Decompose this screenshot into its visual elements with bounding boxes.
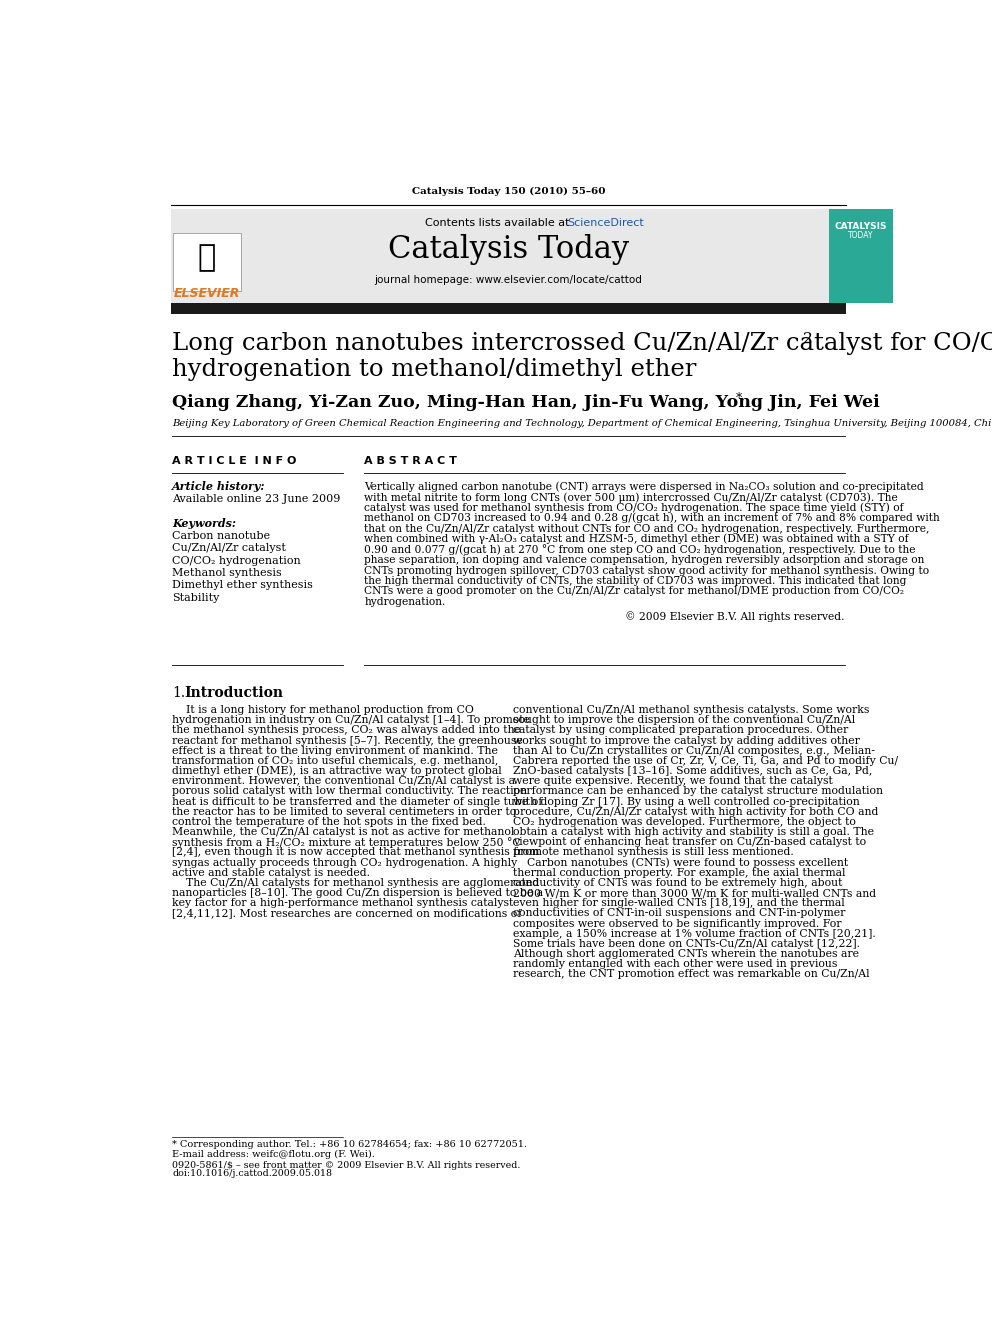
Text: 2: 2	[803, 332, 812, 345]
Text: when combined with γ-Al₂O₃ catalyst and HZSM-5, dimethyl ether (DME) was obtaine: when combined with γ-Al₂O₃ catalyst and …	[364, 534, 909, 545]
Text: thermal conduction property. For example, the axial thermal: thermal conduction property. For example…	[513, 868, 845, 877]
Text: even higher for single-walled CNTs [18,19], and the thermal: even higher for single-walled CNTs [18,1…	[513, 898, 845, 908]
Text: viewpoint of enhancing heat transfer on Cu/Zn-based catalyst to: viewpoint of enhancing heat transfer on …	[513, 837, 866, 847]
Text: procedure, Cu/Zn/Al/Zr catalyst with high activity for both CO and: procedure, Cu/Zn/Al/Zr catalyst with hig…	[513, 807, 879, 816]
FancyBboxPatch shape	[171, 303, 846, 315]
Text: Catalysis Today 150 (2010) 55–60: Catalysis Today 150 (2010) 55–60	[412, 187, 605, 196]
Text: A B S T R A C T: A B S T R A C T	[364, 456, 457, 467]
Text: Beijing Key Laboratory of Green Chemical Reaction Engineering and Technology, De: Beijing Key Laboratory of Green Chemical…	[172, 419, 992, 429]
Text: 2000 W/m K or more than 3000 W/m K for multi-walled CNTs and: 2000 W/m K or more than 3000 W/m K for m…	[513, 888, 876, 898]
Text: reactant for methanol synthesis [5–7]. Recently, the greenhouse: reactant for methanol synthesis [5–7]. R…	[172, 736, 523, 746]
Text: synthesis from a H₂/CO₂ mixture at temperatures below 250 °C: synthesis from a H₂/CO₂ mixture at tempe…	[172, 836, 521, 848]
Text: It is a long history for methanol production from CO: It is a long history for methanol produc…	[172, 705, 474, 714]
Text: Introduction: Introduction	[185, 687, 284, 700]
Text: Vertically aligned carbon nanotube (CNT) arrays were dispersed in Na₂CO₃ solutio: Vertically aligned carbon nanotube (CNT)…	[364, 482, 924, 492]
Text: dimethyl ether (DME), is an attractive way to protect global: dimethyl ether (DME), is an attractive w…	[172, 766, 502, 777]
Text: CNTs promoting hydrogen spillover, CD703 catalyst show good activity for methano: CNTs promoting hydrogen spillover, CD703…	[364, 565, 930, 576]
Text: 🌳: 🌳	[197, 243, 216, 271]
Text: Carbon nanotubes (CNTs) were found to possess excellent: Carbon nanotubes (CNTs) were found to po…	[513, 857, 848, 868]
Text: Some trials have been done on CNTs-Cu/Zn/Al catalyst [12,22].: Some trials have been done on CNTs-Cu/Zn…	[513, 939, 860, 949]
Text: * Corresponding author. Tel.: +86 10 62784654; fax: +86 10 62772051.: * Corresponding author. Tel.: +86 10 627…	[172, 1140, 527, 1148]
Text: Qiang Zhang, Yi-Zan Zuo, Ming-Han Han, Jin-Fu Wang, Yong Jin, Fei Wei: Qiang Zhang, Yi-Zan Zuo, Ming-Han Han, J…	[172, 393, 880, 410]
Text: Dimethyl ether synthesis: Dimethyl ether synthesis	[172, 581, 312, 590]
Text: CO/CO₂ hydrogenation: CO/CO₂ hydrogenation	[172, 556, 301, 566]
Text: Cabrera reported the use of Cr, Zr, V, Ce, Ti, Ga, and Pd to modify Cu/: Cabrera reported the use of Cr, Zr, V, C…	[513, 755, 898, 766]
Text: the methanol synthesis process, CO₂ was always added into the: the methanol synthesis process, CO₂ was …	[172, 725, 521, 736]
Text: with metal nitrite to form long CNTs (over 500 μm) intercrossed Cu/Zn/Al/Zr cata: with metal nitrite to form long CNTs (ov…	[364, 492, 898, 503]
Text: the high thermal conductivity of CNTs, the stability of CD703 was improved. This: the high thermal conductivity of CNTs, t…	[364, 576, 907, 586]
Text: Carbon nanotube: Carbon nanotube	[172, 531, 270, 541]
Text: randomly entangled with each other were used in previous: randomly entangled with each other were …	[513, 959, 837, 970]
Text: E-mail address: weifc@flotu.org (F. Wei).: E-mail address: weifc@flotu.org (F. Wei)…	[172, 1150, 375, 1159]
Text: transformation of CO₂ into useful chemicals, e.g. methanol,: transformation of CO₂ into useful chemic…	[172, 755, 498, 766]
Text: Methanol synthesis: Methanol synthesis	[172, 568, 282, 578]
Text: 1.: 1.	[172, 687, 186, 700]
Text: conductivity of CNTs was found to be extremely high, about: conductivity of CNTs was found to be ext…	[513, 878, 842, 888]
Text: composites were observed to be significantly improved. For: composites were observed to be significa…	[513, 918, 841, 929]
Text: hydrogenation in industry on Cu/Zn/Al catalyst [1–4]. To promote: hydrogenation in industry on Cu/Zn/Al ca…	[172, 716, 530, 725]
Text: effect is a threat to the living environment of mankind. The: effect is a threat to the living environ…	[172, 746, 498, 755]
Text: sought to improve the dispersion of the conventional Cu/Zn/Al: sought to improve the dispersion of the …	[513, 716, 855, 725]
FancyBboxPatch shape	[173, 233, 241, 291]
Text: with doping Zr [17]. By using a well controlled co-precipitation: with doping Zr [17]. By using a well con…	[513, 796, 860, 807]
Text: nanoparticles [8–10]. The good Cu/Zn dispersion is believed to be a: nanoparticles [8–10]. The good Cu/Zn dis…	[172, 888, 544, 898]
Text: Catalysis Today: Catalysis Today	[388, 234, 629, 265]
Text: A R T I C L E  I N F O: A R T I C L E I N F O	[172, 456, 297, 467]
Text: works sought to improve the catalyst by adding additives other: works sought to improve the catalyst by …	[513, 736, 860, 746]
Text: the reactor has to be limited to several centimeters in order to: the reactor has to be limited to several…	[172, 807, 516, 816]
Text: phase separation, ion doping and valence compensation, hydrogen reversibly adsor: phase separation, ion doping and valence…	[364, 556, 925, 565]
Text: catalyst by using complicated preparation procedures. Other: catalyst by using complicated preparatio…	[513, 725, 848, 736]
Text: Cu/Zn/Al/Zr catalyst: Cu/Zn/Al/Zr catalyst	[172, 544, 286, 553]
Text: syngas actually proceeds through CO₂ hydrogenation. A highly: syngas actually proceeds through CO₂ hyd…	[172, 857, 517, 868]
Text: key factor for a high-performance methanol synthesis catalyst: key factor for a high-performance methan…	[172, 898, 513, 908]
Text: performance can be enhanced by the catalyst structure modulation: performance can be enhanced by the catal…	[513, 786, 883, 796]
Text: Meanwhile, the Cu/Zn/Al catalyst is not as active for methanol: Meanwhile, the Cu/Zn/Al catalyst is not …	[172, 827, 515, 837]
FancyBboxPatch shape	[829, 209, 893, 303]
Text: example, a 150% increase at 1% volume fraction of CNTs [20,21].: example, a 150% increase at 1% volume fr…	[513, 929, 876, 939]
Text: than Al to Cu/Zn crystallites or Cu/Zn/Al composites, e.g., Melian-: than Al to Cu/Zn crystallites or Cu/Zn/A…	[513, 746, 875, 755]
Text: Contents lists available at: Contents lists available at	[425, 218, 572, 228]
Text: journal homepage: www.elsevier.com/locate/cattod: journal homepage: www.elsevier.com/locat…	[374, 275, 643, 286]
Text: methanol on CD703 increased to 0.94 and 0.28 g/(gcat h), with an increment of 7%: methanol on CD703 increased to 0.94 and …	[364, 513, 940, 524]
Text: Long carbon nanotubes intercrossed Cu/Zn/Al/Zr catalyst for CO/CO: Long carbon nanotubes intercrossed Cu/Zn…	[172, 332, 992, 355]
Text: Article history:: Article history:	[172, 482, 266, 492]
Text: control the temperature of the hot spots in the fixed bed.: control the temperature of the hot spots…	[172, 816, 486, 827]
Text: Keywords:: Keywords:	[172, 519, 236, 529]
Text: that on the Cu/Zn/Al/Zr catalyst without CNTs for CO and CO₂ hydrogenation, resp: that on the Cu/Zn/Al/Zr catalyst without…	[364, 524, 930, 533]
Text: research, the CNT promotion effect was remarkable on Cu/Zn/Al: research, the CNT promotion effect was r…	[513, 970, 870, 979]
Text: doi:10.1016/j.cattod.2009.05.018: doi:10.1016/j.cattod.2009.05.018	[172, 1170, 332, 1177]
Text: conventional Cu/Zn/Al methanol synthesis catalysts. Some works: conventional Cu/Zn/Al methanol synthesis…	[513, 705, 869, 714]
Text: CNTs were a good promoter on the Cu/Zn/Al/Zr catalyst for methanol/DME productio: CNTs were a good promoter on the Cu/Zn/A…	[364, 586, 905, 597]
Text: [2,4], even though it is now accepted that methanol synthesis from: [2,4], even though it is now accepted th…	[172, 847, 540, 857]
Text: obtain a catalyst with high activity and stability is still a goal. The: obtain a catalyst with high activity and…	[513, 827, 874, 837]
Text: CO₂ hydrogenation was developed. Furthermore, the object to: CO₂ hydrogenation was developed. Further…	[513, 816, 856, 827]
Text: ELSEVIER: ELSEVIER	[174, 287, 240, 300]
Text: hydrogenation.: hydrogenation.	[364, 597, 445, 607]
Text: promote methanol synthesis is still less mentioned.: promote methanol synthesis is still less…	[513, 847, 794, 857]
Text: [2,4,11,12]. Most researches are concerned on modifications of: [2,4,11,12]. Most researches are concern…	[172, 909, 522, 918]
Text: Although short agglomerated CNTs wherein the nanotubes are: Although short agglomerated CNTs wherein…	[513, 949, 859, 959]
Text: ZnO-based catalysts [13–16]. Some additives, such as Ce, Ga, Pd,: ZnO-based catalysts [13–16]. Some additi…	[513, 766, 872, 777]
Text: conductivities of CNT-in-oil suspensions and CNT-in-polymer: conductivities of CNT-in-oil suspensions…	[513, 909, 845, 918]
Text: The Cu/Zn/Al catalysts for methanol synthesis are agglomerated: The Cu/Zn/Al catalysts for methanol synt…	[172, 878, 540, 888]
Text: TODAY: TODAY	[848, 232, 874, 241]
Text: catalyst was used for methanol synthesis from CO/CO₂ hydrogenation. The space ti: catalyst was used for methanol synthesis…	[364, 503, 904, 513]
Text: hydrogenation to methanol/dimethyl ether: hydrogenation to methanol/dimethyl ether	[172, 359, 696, 381]
Text: © 2009 Elsevier B.V. All rights reserved.: © 2009 Elsevier B.V. All rights reserved…	[625, 611, 845, 622]
Text: 0920-5861/$ – see front matter © 2009 Elsevier B.V. All rights reserved.: 0920-5861/$ – see front matter © 2009 El…	[172, 1160, 521, 1170]
Text: environment. However, the conventional Cu/Zn/Al catalyst is a: environment. However, the conventional C…	[172, 777, 515, 786]
Text: *: *	[736, 393, 742, 406]
Text: were quite expensive. Recently, we found that the catalyst: were quite expensive. Recently, we found…	[513, 777, 833, 786]
Text: active and stable catalyst is needed.: active and stable catalyst is needed.	[172, 868, 370, 877]
Text: 0.90 and 0.077 g/(gcat h) at 270 °C from one step CO and CO₂ hydrogenation, resp: 0.90 and 0.077 g/(gcat h) at 270 °C from…	[364, 544, 916, 556]
FancyBboxPatch shape	[171, 209, 846, 303]
Text: Stability: Stability	[172, 593, 219, 603]
Text: porous solid catalyst with low thermal conductivity. The reaction: porous solid catalyst with low thermal c…	[172, 786, 527, 796]
Text: ScienceDirect: ScienceDirect	[567, 218, 644, 228]
Text: Available online 23 June 2009: Available online 23 June 2009	[172, 493, 340, 504]
Text: CATALYSIS: CATALYSIS	[835, 222, 887, 232]
Text: heat is difficult to be transferred and the diameter of single tube of: heat is difficult to be transferred and …	[172, 796, 543, 807]
